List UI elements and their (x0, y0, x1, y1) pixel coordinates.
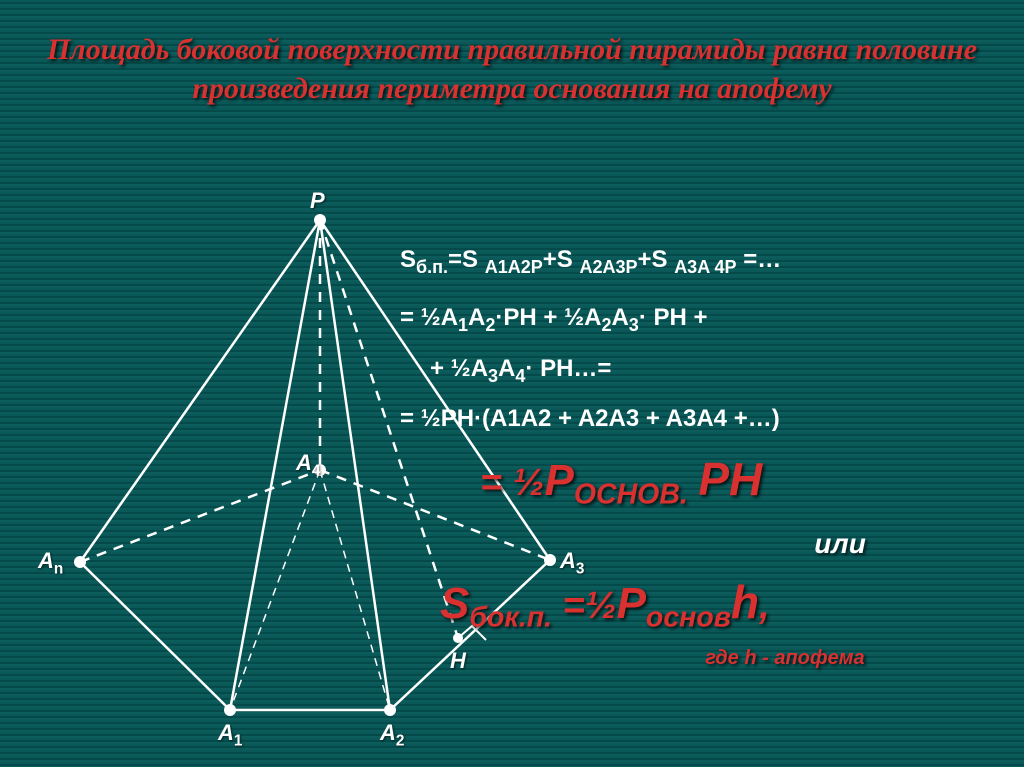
slide-title: Площадь боковой поверхности правильной п… (0, 0, 1024, 118)
vertex-label-a4: A4 (296, 450, 320, 480)
vertex-label-p: P (310, 188, 325, 214)
formula-line-1: Sб.п.=S A1A2P+S A2A3P+S A3A 4P =… (400, 240, 1020, 282)
vertex-label-a1: A1 (218, 720, 242, 750)
formula-line-2: = ½A1A2·PH + ½A2A3· PH + (400, 298, 1020, 340)
vertex-label-a2: A2 (380, 720, 404, 750)
formula-line-4: = ½PH·(A1A2 + A2A3 + A3A4 +…) (400, 399, 1020, 440)
or-text: или (400, 520, 1020, 568)
vertex-label-an: An (38, 548, 63, 578)
formula-block: Sб.п.=S A1A2P+S A2A3P+S A3A 4P =… = ½A1A… (400, 240, 1020, 675)
formula-red-2: Sбок.п. =½Pосновh, (400, 573, 1020, 637)
formula-line-3: + ½A3A4· PH…= (400, 349, 1020, 391)
formula-note: где h - апофема (400, 641, 1020, 675)
formula-red-1: = ½PОСНОВ. PH (400, 450, 1020, 514)
